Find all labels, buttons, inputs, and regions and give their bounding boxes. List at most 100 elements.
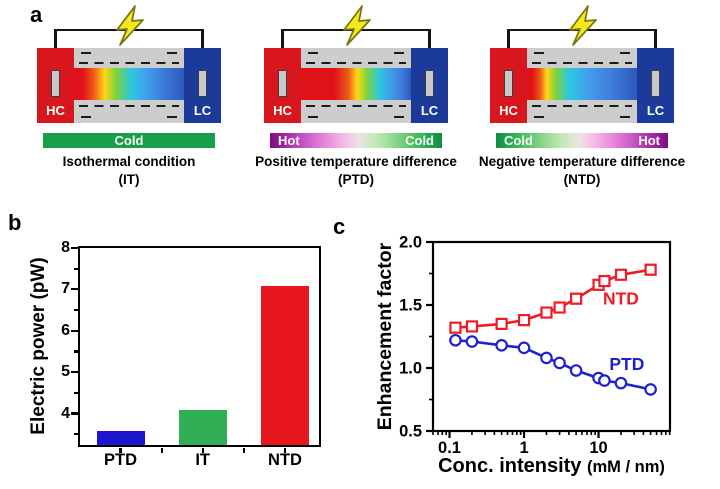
channel-wall-bottom <box>74 100 184 123</box>
bar-NTD <box>261 285 309 445</box>
marker-circle-PTD <box>614 376 628 390</box>
surface-charge-dashes <box>532 61 632 64</box>
x-tick <box>160 447 163 453</box>
x-category-label-PTD: PTD <box>104 451 137 469</box>
low-concentration-reservoir: LC <box>637 48 674 123</box>
hc-label: HC <box>273 103 292 118</box>
negative-charge-icon <box>394 52 404 55</box>
surface-charge-dashes <box>79 105 179 108</box>
channel-stack <box>301 48 411 123</box>
surface-charge-dashes <box>532 105 632 108</box>
panel-label-a: a <box>30 2 43 27</box>
high-concentration-reservoir: HC <box>264 48 301 123</box>
temperature-bar-label: Cold <box>405 133 434 148</box>
y-tick <box>71 246 78 250</box>
surface-charge-dashes <box>79 61 179 64</box>
device-caption: Negative temperature difference (NTD) <box>452 153 712 188</box>
y-tick-label: 1.5 <box>399 297 422 315</box>
y-minor-tick <box>74 308 78 312</box>
nanochannel-device: HC LC <box>490 48 674 123</box>
marker-circle-PTD <box>553 356 566 370</box>
x-tick <box>201 447 204 453</box>
negative-charge-icon <box>394 115 404 118</box>
electrode <box>425 70 434 97</box>
y-tick-label: 5 <box>61 363 70 381</box>
marker-square-NTD <box>644 263 657 276</box>
panel-c-line-chart: 0.1 1 10 0.5 1.0 1.5 2.0 NTD PTD Enhancement fact… <box>374 234 672 477</box>
channel-wall-top <box>301 48 411 68</box>
marker-square-NTD <box>553 301 566 314</box>
negative-charge-icon <box>308 52 318 55</box>
lc-label: LC <box>646 103 665 118</box>
marker-circle-PTD <box>517 341 531 355</box>
negative-charge-icon <box>81 52 91 55</box>
y-tick <box>71 288 78 291</box>
negative-charge-icon <box>534 52 544 55</box>
y-tick <box>71 371 78 374</box>
temperature-bar: Cold <box>43 133 215 148</box>
channel-wall-top <box>527 48 637 68</box>
y-tick-label: 0.5 <box>399 423 422 441</box>
panel-b-y-axis-title: Electric power (pW) <box>28 257 49 435</box>
y-minor-tick <box>74 391 78 394</box>
temperature-bar-label: Cold <box>114 133 144 148</box>
marker-circle-PTD <box>540 351 553 365</box>
negative-charge-icon <box>167 52 177 55</box>
high-concentration-reservoir: HC <box>490 48 527 123</box>
marker-square-NTD <box>465 320 479 333</box>
caption-abbr: (IT) <box>118 171 140 187</box>
y-tick-label: 8 <box>61 239 70 256</box>
x-category-label-NTD: NTD <box>268 451 302 469</box>
temperature-bar: Hot Cold <box>270 133 442 148</box>
caption-line: Isothermal condition <box>62 154 196 169</box>
x-tick-label: 0.1 <box>438 439 461 457</box>
y-minor-tick <box>74 267 78 270</box>
marker-circle-PTD <box>495 339 508 352</box>
device-caption: Positive temperature difference (PTD) <box>226 153 486 188</box>
bar-IT <box>178 409 227 445</box>
concentration-gradient-channel <box>74 68 184 100</box>
x-tick <box>283 447 287 453</box>
caption-abbr: (PTD) <box>338 171 374 187</box>
x-tick-label: 10 <box>589 439 607 457</box>
y-tick-label: 4 <box>61 404 70 422</box>
negative-charge-icon <box>81 115 91 118</box>
negative-charge-icon <box>534 115 544 118</box>
electrode <box>504 70 513 97</box>
device-positive-temperature-difference: HC LC Hot <box>255 0 457 205</box>
lc-label: LC <box>193 103 212 118</box>
channel-stack <box>74 48 184 123</box>
marker-square-NTD <box>449 321 462 334</box>
x-category-label-IT: IT <box>195 451 211 469</box>
marker-circle-PTD <box>465 335 479 348</box>
bar-PTD <box>96 430 145 445</box>
marker-circle-PTD <box>569 364 583 377</box>
y-tick-label: 7 <box>61 280 70 298</box>
y-tick-label: 6 <box>61 321 70 339</box>
channel-wall-top <box>74 48 184 68</box>
marker-circle-PTD <box>598 374 611 387</box>
panel-label-c: c <box>333 214 346 239</box>
y-tick-label: 2.0 <box>399 234 422 252</box>
negative-charge-icon <box>620 115 630 118</box>
low-concentration-reservoir: LC <box>411 48 448 123</box>
panel-b-bar-chart: PTD IT NTD 4 5 6 7 8 <box>61 240 321 469</box>
y-minor-tick <box>74 433 78 436</box>
low-concentration-reservoir: LC <box>184 48 221 123</box>
temperature-bar-label: Hot <box>278 133 300 148</box>
series-label-PTD: PTD <box>609 354 644 374</box>
electrode <box>51 70 60 97</box>
lightning-bolt-icon <box>116 5 144 46</box>
lc-label: LC <box>420 103 439 118</box>
y-tick <box>71 329 78 332</box>
negative-charge-icon <box>308 115 318 118</box>
marker-square-NTD <box>495 317 508 331</box>
channel-stack <box>527 48 637 123</box>
hc-label: HC <box>46 103 65 118</box>
surface-charge-dashes <box>306 105 406 108</box>
temperature-bar-label: Hot <box>638 133 660 148</box>
negative-charge-icon <box>167 115 177 118</box>
panel-c-y-axis-title: Enhancement factor <box>374 242 396 430</box>
caption-abbr: (NTD) <box>563 171 601 187</box>
nanochannel-device: HC LC <box>264 48 448 123</box>
